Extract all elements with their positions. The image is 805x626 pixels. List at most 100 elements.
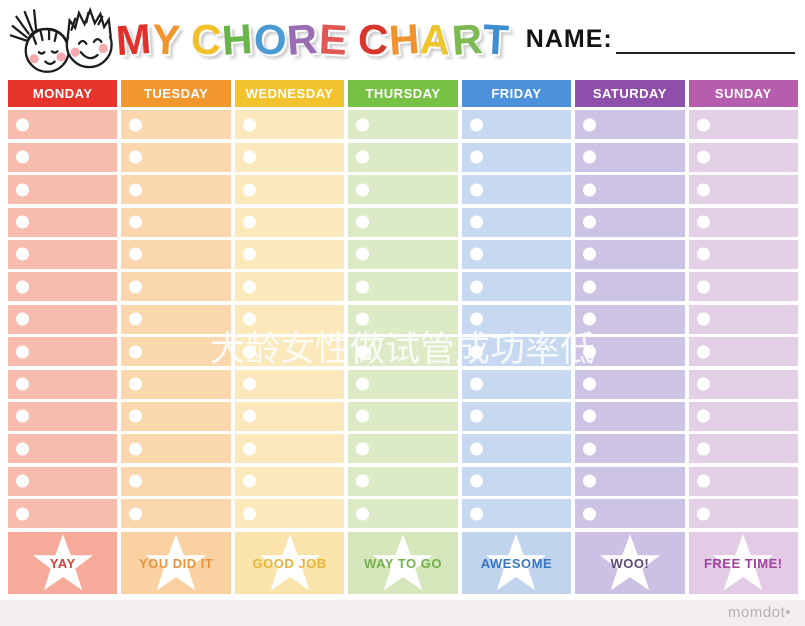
chore-cell xyxy=(8,466,118,496)
checkbox-circle xyxy=(129,150,143,164)
chore-cell xyxy=(8,272,118,302)
chore-cell xyxy=(575,110,685,140)
checkbox-circle xyxy=(242,377,256,391)
star-icon xyxy=(486,534,547,591)
checkbox-circle xyxy=(356,118,370,132)
checkbox-circle xyxy=(16,150,29,164)
reward-label: YAY xyxy=(49,555,76,571)
reward-label: YOU DID IT xyxy=(138,555,214,571)
chore-cell xyxy=(575,499,685,529)
chore-cell xyxy=(348,466,458,496)
checkbox-circle xyxy=(469,215,483,229)
chore-cell xyxy=(234,207,345,237)
checkbox-circle xyxy=(16,474,29,488)
chore-cell xyxy=(688,337,798,367)
chore-cell xyxy=(575,434,685,464)
checkbox-circle xyxy=(129,377,143,391)
checkbox-circle xyxy=(16,118,29,132)
checkbox-circle xyxy=(129,474,143,488)
checkbox-circle xyxy=(129,442,143,456)
checkbox-circle xyxy=(469,507,483,521)
chore-cell xyxy=(234,175,345,205)
page-header: MY CHORE CHART NAME: xyxy=(0,0,805,80)
checkbox-circle xyxy=(356,215,370,229)
chore-grid: MONDAY YAY TUESDAY YOU DID IT WEDNESDAY GOOD … xyxy=(8,80,798,595)
chore-cell xyxy=(348,175,458,205)
chore-cell xyxy=(234,337,345,367)
chore-cell xyxy=(461,110,572,140)
reward-label: WAY TO GO xyxy=(364,555,442,571)
day-header-thursday: THURSDAY xyxy=(348,80,458,107)
star-icon xyxy=(259,534,320,591)
chore-cell xyxy=(121,499,231,529)
chore-cell xyxy=(234,434,345,464)
chore-cell xyxy=(234,499,345,529)
checkbox-circle xyxy=(16,247,29,261)
reward-label: AWESOME xyxy=(480,555,553,571)
title-letter: Y xyxy=(150,15,183,64)
checkbox-circle xyxy=(696,150,710,164)
checkbox-circle xyxy=(696,442,710,456)
chore-cell xyxy=(348,207,458,237)
chore-cell xyxy=(688,401,798,431)
checkbox-circle xyxy=(356,474,370,488)
brand-text: momdot xyxy=(728,604,786,621)
chore-cell xyxy=(121,175,231,205)
day-header-friday: FRIDAY xyxy=(461,80,572,107)
chore-cell xyxy=(461,337,572,367)
checkbox-circle xyxy=(129,118,143,132)
checkbox-circle xyxy=(696,118,710,132)
chore-cell xyxy=(688,110,798,140)
reward-cell-friday: AWESOME xyxy=(461,532,572,595)
reward-cell-saturday: WOO! xyxy=(575,532,685,595)
chore-cell xyxy=(8,304,118,334)
chore-cell xyxy=(121,239,231,269)
chore-cell xyxy=(575,239,685,269)
watermark-text: 大龄女性做试管成功率低 xyxy=(209,330,596,369)
day-column-tuesday: TUESDAY YOU DID IT xyxy=(121,80,231,595)
chore-cell xyxy=(8,337,118,367)
day-header-monday: MONDAY xyxy=(8,80,118,107)
chore-cell xyxy=(461,369,572,399)
chore-cell xyxy=(461,499,572,529)
chore-cell xyxy=(348,499,458,529)
chore-cell xyxy=(348,110,458,140)
checkbox-circle xyxy=(583,215,597,229)
chore-cell xyxy=(348,401,458,431)
checkbox-circle xyxy=(696,345,710,359)
day-header-tuesday: TUESDAY xyxy=(121,80,231,107)
chore-cell xyxy=(121,110,231,140)
checkbox-circle xyxy=(356,183,370,197)
checkbox-circle xyxy=(696,474,710,488)
bottom-strip xyxy=(0,600,805,626)
chore-cell xyxy=(688,434,798,464)
checkbox-circle xyxy=(696,507,710,521)
checkbox-circle xyxy=(356,409,370,423)
checkbox-circle xyxy=(696,215,710,229)
checkbox-circle xyxy=(469,474,483,488)
checkbox-circle xyxy=(696,409,710,423)
checkbox-circle xyxy=(242,507,256,521)
chore-cell xyxy=(348,304,458,334)
day-header-sunday: SUNDAY xyxy=(688,80,798,107)
day-header-wednesday: WEDNESDAY xyxy=(234,80,345,107)
chore-cell xyxy=(688,466,798,496)
checkbox-circle xyxy=(242,150,256,164)
chore-cell xyxy=(121,207,231,237)
checkbox-circle xyxy=(16,377,29,391)
day-column-friday: FRIDAY AWESOME xyxy=(461,80,572,595)
title-letter: O xyxy=(252,15,289,64)
checkbox-circle xyxy=(242,312,256,326)
chore-cell xyxy=(688,304,798,334)
chore-cell xyxy=(8,142,118,172)
chore-cell xyxy=(575,142,685,172)
day-header-saturday: SATURDAY xyxy=(575,80,685,107)
chore-cell xyxy=(121,369,231,399)
chore-cell xyxy=(121,401,231,431)
chore-cell xyxy=(688,175,798,205)
chore-cell xyxy=(461,466,572,496)
brand-dot: • xyxy=(785,604,791,621)
chore-cell xyxy=(234,239,345,269)
checkbox-circle xyxy=(242,215,256,229)
chore-cell xyxy=(461,207,572,237)
